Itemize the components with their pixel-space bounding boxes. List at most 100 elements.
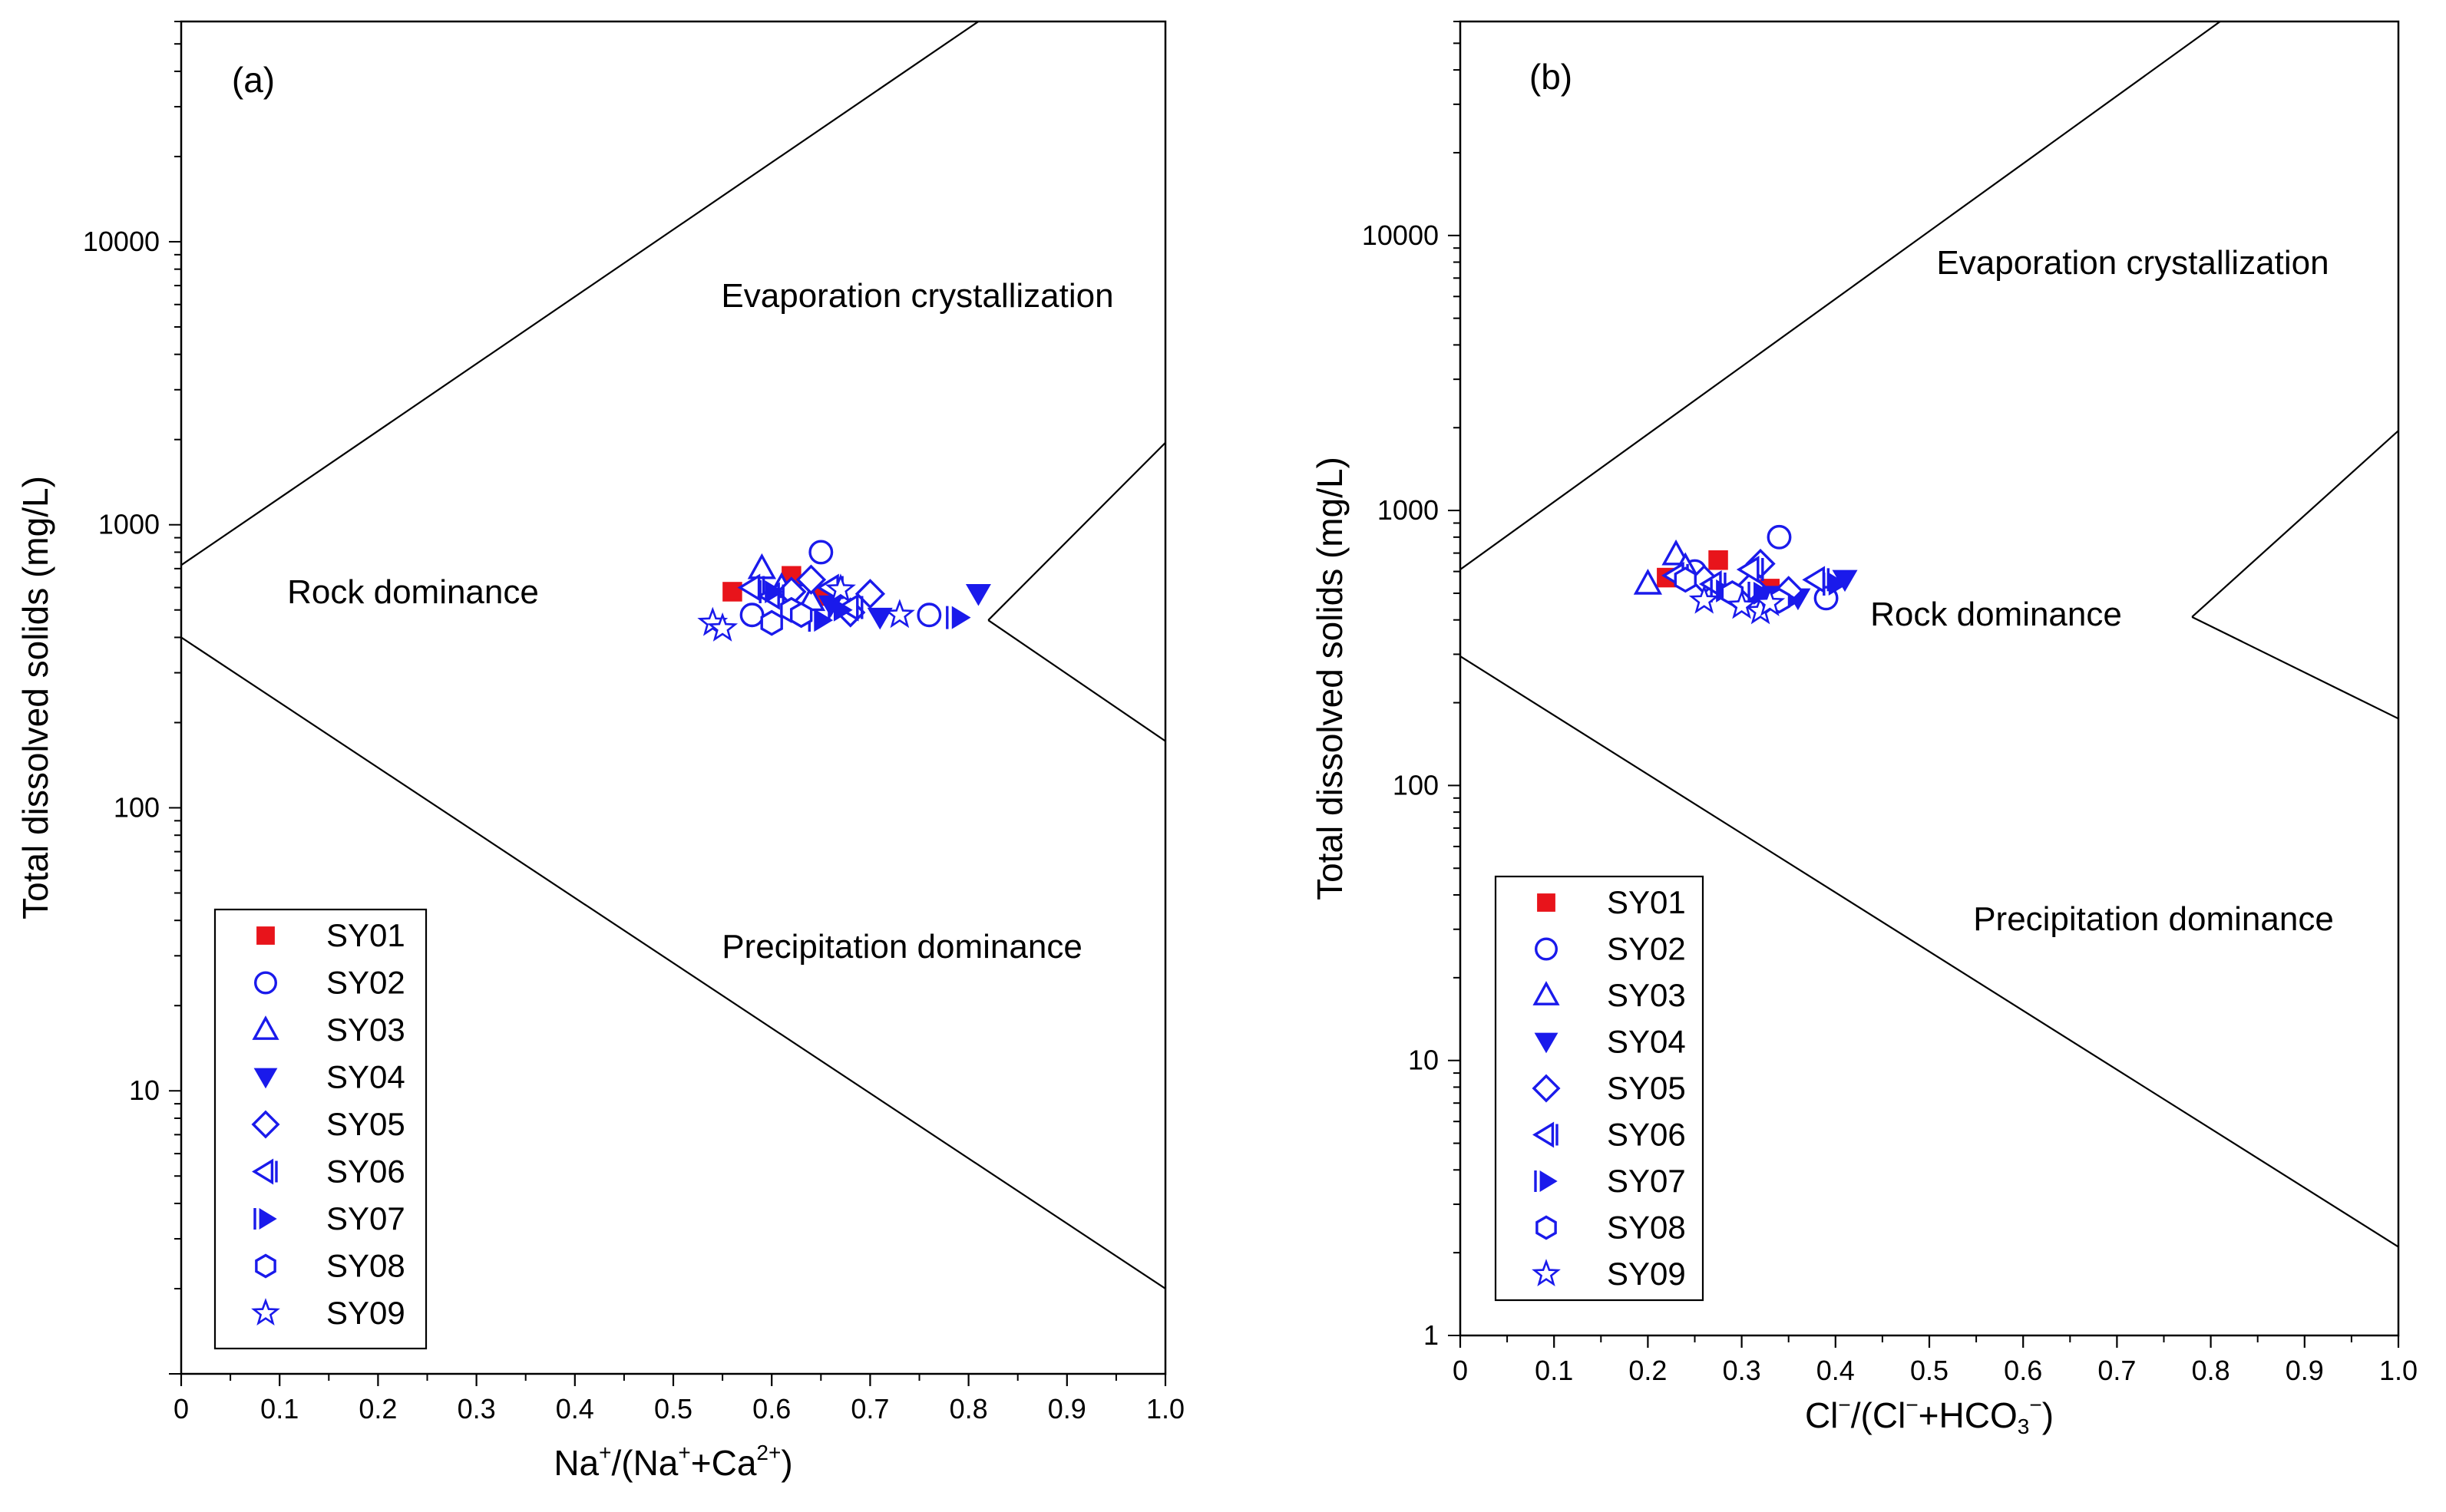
x-axis-label: Na+/(Na++Ca2+) [554, 1441, 792, 1483]
boundary-line-right-upper [2191, 430, 2398, 618]
point-sy08 [760, 609, 783, 636]
y-axis-label: Total dissolved solids (mg/L) [15, 476, 55, 919]
legend-label-sy08: SY08 [326, 1248, 405, 1284]
x-tick-label: 0.2 [1628, 1355, 1667, 1386]
point-sy03 [747, 553, 777, 579]
x-tick-label: 0.5 [1910, 1355, 1949, 1386]
panel-label: (a) [232, 60, 275, 100]
data-points [697, 540, 991, 642]
x-axis-label: Cl−/(Cl−+HCO3−) [1805, 1393, 2054, 1438]
legend-label-sy02: SY02 [326, 965, 405, 1001]
point-sy07 [1823, 572, 1848, 596]
x-tick-label: 0.3 [1723, 1355, 1761, 1386]
y-tick-label: 100 [114, 791, 160, 823]
x-tick-label: 0.5 [654, 1393, 692, 1425]
legend-marker-sy08 [1535, 1215, 1557, 1240]
point-sy02 [808, 540, 834, 565]
legend-marker-sy06 [252, 1158, 278, 1185]
boundary-line-lower [181, 636, 1165, 1289]
legend: SY01 SY02 SY03 SY04 SY05 SY06 SY07 SY08 SY09 [213, 908, 428, 1350]
x-tick-label: 0.4 [1816, 1355, 1855, 1386]
point-sy01 [722, 582, 742, 602]
legend-marker-sy04 [253, 1068, 278, 1089]
boundary-line-right-upper [987, 441, 1165, 621]
boundary-line-upper [181, 21, 980, 566]
legend-label-sy09: SY09 [1607, 1256, 1686, 1292]
legend-label-sy07: SY07 [1607, 1163, 1686, 1199]
region-label: Rock dominance [1870, 596, 2122, 633]
region-label: Precipitation dominance [722, 928, 1083, 966]
y-tick-label: 1000 [1377, 494, 1439, 526]
region-label: Evaporation crystallization [721, 277, 1113, 315]
x-tick-label: 1.0 [2379, 1355, 2418, 1386]
legend-label-sy06: SY06 [326, 1154, 405, 1190]
panel-a: 0 0.1 0.2 0.3 0.4 0.5 0.6 0.7 0.8 0.9 1.0 10 100 1000… [15, 20, 1185, 1483]
x-tick-label: 0.2 [359, 1393, 397, 1425]
y-tick-label: 10 [1408, 1045, 1439, 1076]
legend-marker-sy03 [252, 1015, 279, 1040]
x-tick-label: 0.6 [752, 1393, 791, 1425]
point-sy04 [965, 583, 991, 606]
point-sy07 [759, 579, 784, 603]
y-axis-label: Total dissolved solids (mg/L) [1310, 457, 1350, 900]
x-tick-label: 0.9 [2286, 1355, 2324, 1386]
data-points [1633, 524, 1858, 625]
legend-label-sy06: SY06 [1607, 1117, 1686, 1153]
legend-label-sy05: SY05 [326, 1106, 405, 1142]
legend-marker-sy07 [253, 1208, 277, 1230]
legend-marker-sy02 [1534, 937, 1558, 961]
y-tick-label: 100 [1393, 769, 1439, 801]
legend-label-sy03: SY03 [1607, 977, 1686, 1013]
point-sy04 [867, 607, 893, 630]
legend-marker-sy08 [255, 1253, 276, 1279]
legend-marker-sy04 [1534, 1032, 1558, 1054]
x-tick-label: 0.1 [1535, 1355, 1573, 1386]
legend-label-sy04: SY04 [1607, 1024, 1686, 1060]
legend-label-sy08: SY08 [1607, 1210, 1686, 1246]
point-sy01 [1708, 550, 1728, 570]
legend-marker-sy09 [1532, 1259, 1561, 1287]
boundary-line-right-lower [2191, 616, 2398, 720]
legend-label-sy01: SY01 [1607, 884, 1686, 920]
panel-label: (b) [1529, 57, 1572, 97]
point-sy02 [1767, 524, 1792, 550]
x-tick-label: 0.7 [851, 1393, 889, 1425]
point-sy05 [795, 564, 827, 595]
legend-marker-sy06 [1532, 1121, 1558, 1148]
legend-marker-sy02 [254, 971, 278, 995]
legend-label-sy07: SY07 [326, 1200, 405, 1236]
y-tick-label: 1000 [98, 509, 160, 540]
x-tick-label: 0.9 [1048, 1393, 1086, 1425]
point-sy08 [789, 602, 813, 629]
x-tick-label: 0.4 [556, 1393, 594, 1425]
point-sy02 [917, 602, 942, 628]
point-sy09 [825, 573, 856, 603]
x-tick-label: 1.0 [1146, 1393, 1185, 1425]
point-sy05 [854, 579, 886, 609]
legend-marker-sy05 [251, 1110, 280, 1139]
legend-box [213, 908, 428, 1350]
x-tick-label: 0.1 [260, 1393, 299, 1425]
x-tick-label: 0 [1453, 1355, 1468, 1386]
legend-label-sy04: SY04 [326, 1059, 405, 1095]
region-label: Rock dominance [287, 573, 539, 611]
legend-label-sy05: SY05 [1607, 1070, 1686, 1106]
point-sy09 [884, 599, 915, 629]
legend-marker-sy09 [251, 1298, 280, 1326]
point-sy07 [828, 598, 853, 622]
point-sy08 [1674, 566, 1697, 593]
legend-label-sy03: SY03 [326, 1012, 405, 1048]
legend-marker-sy07 [1534, 1170, 1558, 1192]
boundary-line-lower [1460, 655, 2398, 1248]
legend-marker-sy03 [1532, 981, 1560, 1005]
x-tick-label: 0.3 [458, 1393, 496, 1425]
y-tick-label: 10000 [83, 226, 160, 257]
boundary-line-right-lower [987, 619, 1165, 742]
y-tick-label: 10000 [1362, 220, 1439, 251]
region-label: Precipitation dominance [1973, 900, 2334, 938]
boundary-lines [181, 21, 1165, 1289]
x-tick-label: 0 [174, 1393, 189, 1425]
x-tick-label: 0.8 [950, 1393, 988, 1425]
point-sy04 [1832, 569, 1858, 593]
legend-label-sy01: SY01 [326, 917, 405, 953]
